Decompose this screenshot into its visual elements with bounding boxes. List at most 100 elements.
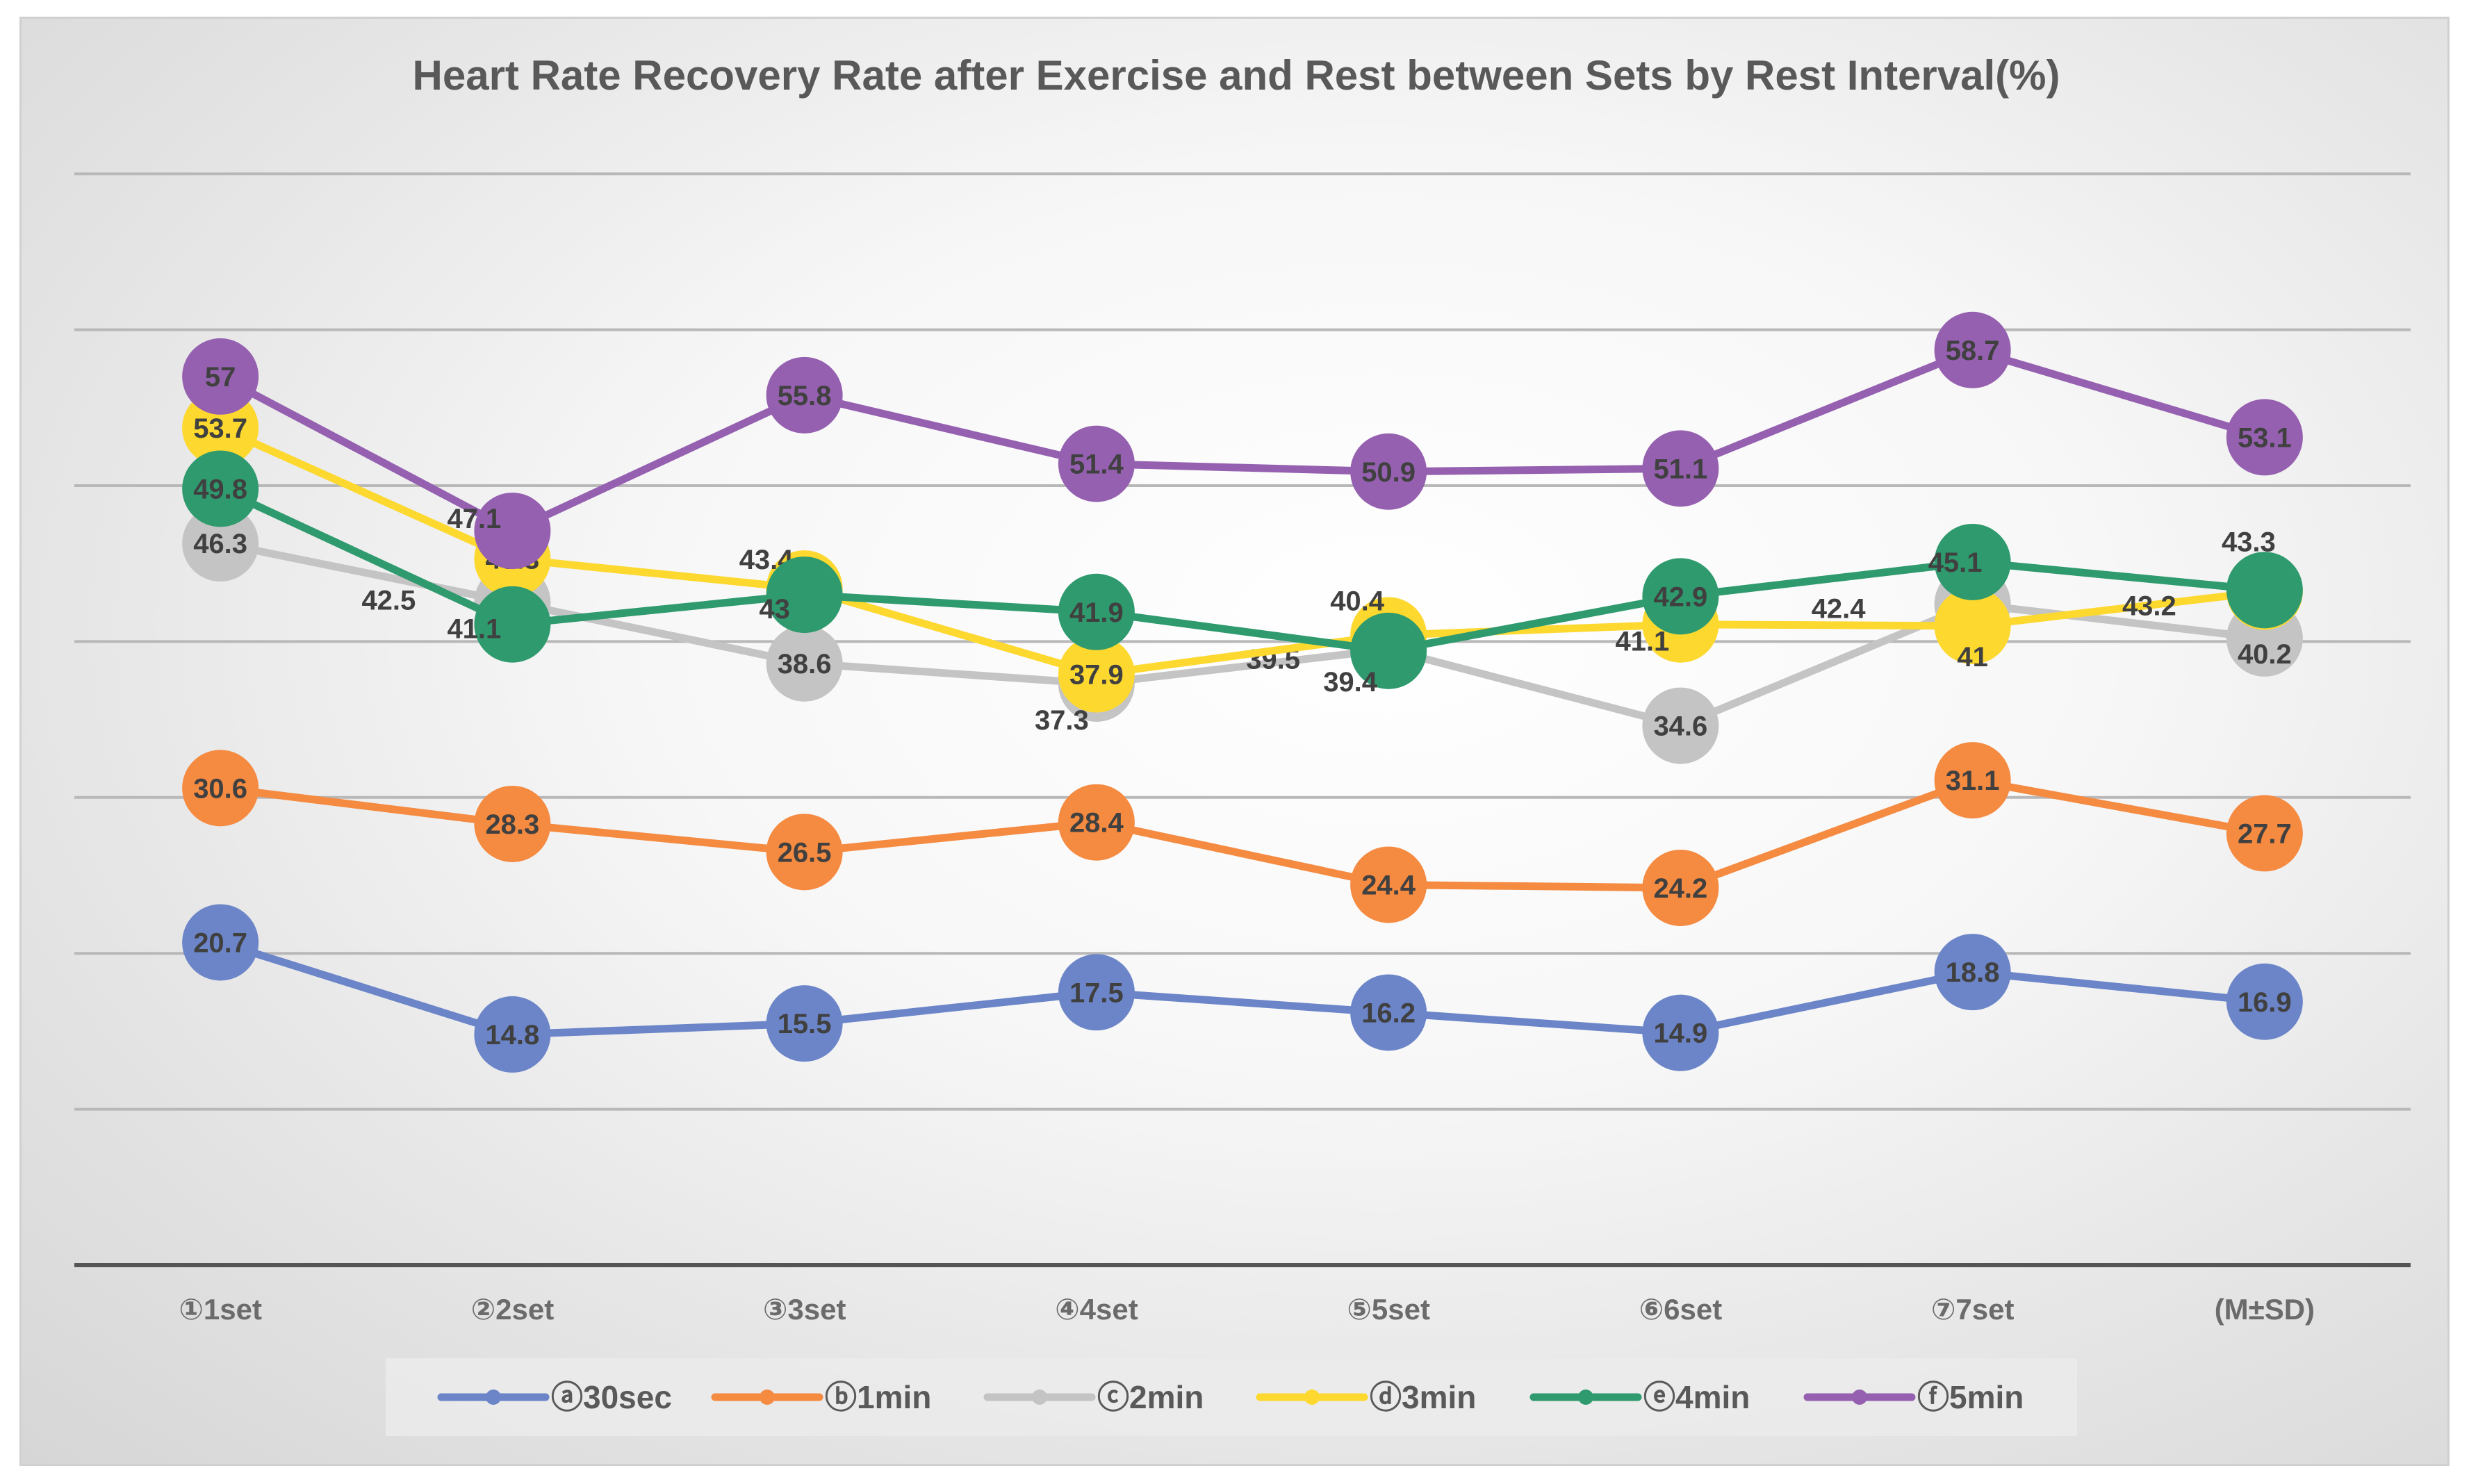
legend-marker-30sec bbox=[486, 1390, 501, 1405]
data-label-30sec: 20.7 bbox=[193, 928, 247, 958]
data-point-4min[interactable] bbox=[1058, 573, 1135, 650]
data-point-3min[interactable] bbox=[1058, 636, 1135, 713]
data-label-5min: 51.1 bbox=[1653, 454, 1707, 484]
data-point-30sec[interactable] bbox=[766, 985, 843, 1062]
data-label-30sec: 17.5 bbox=[1069, 978, 1124, 1008]
data-point-30sec[interactable] bbox=[2226, 963, 2303, 1040]
data-point-1min[interactable] bbox=[1934, 742, 2011, 819]
legend-marker-4min bbox=[1578, 1390, 1593, 1405]
data-point-30sec[interactable] bbox=[182, 904, 259, 981]
data-label-30sec: 18.8 bbox=[1946, 957, 2000, 988]
data-label-5min: 57 bbox=[205, 362, 236, 393]
series-line-30sec bbox=[216, 938, 2269, 1039]
data-label-3min: 37.9 bbox=[1069, 660, 1124, 691]
data-point-30sec[interactable] bbox=[1058, 954, 1135, 1031]
data-point-5min[interactable] bbox=[182, 338, 259, 415]
data-label-4min: 39.4 bbox=[1323, 667, 1378, 698]
data-label-2min: 46.3 bbox=[193, 529, 247, 559]
data-point-5min[interactable] bbox=[766, 356, 843, 434]
legend: ⓐ30sec ⓑ1min ⓒ2min ⓓ3min ⓔ4min ⓕ5min bbox=[386, 1358, 2077, 1436]
data-label-5min: 55.8 bbox=[778, 381, 832, 411]
legend-entry-5min[interactable]: ⓕ5min bbox=[1803, 1379, 2024, 1415]
series-group: 20.7 14.8 15.5 17.5 16.2 14.9 18.8 16.9 30.6 28.3… bbox=[182, 311, 2303, 1073]
data-label-5min: 58.7 bbox=[1946, 336, 2000, 366]
data-point-3min[interactable] bbox=[1934, 587, 2011, 664]
data-point-5min[interactable] bbox=[1350, 433, 1427, 510]
data-point-2min[interactable] bbox=[1642, 687, 1719, 764]
series-line-5min bbox=[216, 346, 2269, 535]
legend-entry-1min[interactable]: ⓑ1min bbox=[711, 1379, 931, 1415]
data-label-3min: 40.4 bbox=[1330, 586, 1385, 616]
data-point-5min[interactable] bbox=[1934, 311, 2011, 388]
x-tick-label: ⑤5set bbox=[1347, 1293, 1430, 1326]
data-label-3min: 41.1 bbox=[1615, 627, 1669, 657]
data-point-5min[interactable] bbox=[1058, 425, 1135, 502]
data-label-1min: 24.2 bbox=[1653, 873, 1707, 904]
x-tick-label: ①1set bbox=[179, 1293, 262, 1326]
data-point-5min[interactable] bbox=[1642, 430, 1719, 507]
data-label-2min: 42.4 bbox=[1812, 594, 1867, 625]
gridlines bbox=[74, 172, 2411, 1267]
data-point-1min[interactable] bbox=[474, 785, 551, 862]
series-line-4min bbox=[216, 484, 2269, 655]
data-point-4min[interactable] bbox=[182, 450, 259, 527]
data-label-5min: 51.4 bbox=[1069, 450, 1124, 480]
legend-label-2min: ⓒ2min bbox=[1097, 1379, 1204, 1415]
data-point-30sec[interactable] bbox=[1642, 994, 1719, 1071]
data-label-30sec: 16.2 bbox=[1361, 998, 1416, 1028]
chart-frame: Heart Rate Recovery Rate after Exercise … bbox=[19, 17, 2450, 1466]
data-label-2min: 37.3 bbox=[1035, 705, 1089, 736]
data-point-1min[interactable] bbox=[2226, 795, 2303, 872]
legend-marker-3min bbox=[1304, 1390, 1320, 1405]
series-4min: 49.8 41.1 43 41.9 39.4 42.9 45.1 43.3 bbox=[182, 450, 2303, 698]
data-label-1min: 28.3 bbox=[485, 809, 539, 840]
data-label-2min: 34.6 bbox=[1653, 711, 1707, 742]
legend-entry-2min[interactable]: ⓒ2min bbox=[983, 1379, 1204, 1415]
data-label-3min: 41 bbox=[1957, 642, 1988, 673]
x-tick-label: ②2set bbox=[471, 1293, 555, 1326]
data-point-1min[interactable] bbox=[1642, 849, 1719, 926]
data-point-30sec[interactable] bbox=[1350, 974, 1427, 1051]
legend-label-1min: ⓑ1min bbox=[825, 1379, 931, 1415]
data-point-4min[interactable] bbox=[1350, 612, 1427, 689]
data-label-1min: 28.4 bbox=[1069, 808, 1124, 839]
data-label-4min: 49.8 bbox=[193, 474, 247, 504]
data-point-2min[interactable] bbox=[766, 625, 843, 702]
series-line-1min bbox=[216, 776, 2269, 892]
data-point-1min[interactable] bbox=[1058, 784, 1135, 861]
data-point-4min[interactable] bbox=[1642, 558, 1719, 635]
data-point-5min[interactable] bbox=[2226, 399, 2303, 476]
data-point-1min[interactable] bbox=[766, 814, 843, 891]
x-tick-label: (M±SD) bbox=[2215, 1293, 2315, 1326]
data-label-3min: 43.2 bbox=[2122, 591, 2176, 622]
legend-marker-2min bbox=[1032, 1390, 1047, 1405]
data-label-2min: 38.6 bbox=[778, 649, 832, 679]
legend-entry-30sec[interactable]: ⓐ30sec bbox=[437, 1379, 672, 1415]
data-label-1min: 26.5 bbox=[778, 837, 832, 868]
data-label-4min: 41.1 bbox=[447, 614, 501, 645]
data-label-2min: 42.5 bbox=[361, 585, 416, 616]
x-tick-label: ④4set bbox=[1055, 1293, 1138, 1326]
data-point-30sec[interactable] bbox=[474, 996, 551, 1073]
legend-entry-3min[interactable]: ⓓ3min bbox=[1256, 1379, 1476, 1415]
data-point-1min[interactable] bbox=[1350, 846, 1427, 923]
data-label-4min: 45.1 bbox=[1928, 547, 1983, 578]
data-point-2min[interactable] bbox=[182, 505, 259, 582]
data-point-5min[interactable] bbox=[474, 493, 551, 570]
data-label-5min: 47.1 bbox=[447, 504, 501, 534]
data-point-4min[interactable] bbox=[766, 556, 843, 634]
data-point-1min[interactable] bbox=[182, 750, 259, 827]
data-label-2min: 40.2 bbox=[2238, 639, 2292, 670]
data-point-4min[interactable] bbox=[2226, 552, 2303, 629]
data-label-4min: 43 bbox=[759, 594, 790, 625]
data-point-30sec[interactable] bbox=[1934, 934, 2011, 1011]
data-label-30sec: 15.5 bbox=[778, 1009, 832, 1039]
data-point-4min[interactable] bbox=[474, 586, 551, 663]
legend-entry-4min[interactable]: ⓔ4min bbox=[1529, 1379, 1750, 1415]
legend-background bbox=[386, 1358, 2077, 1436]
legend-label-3min: ⓓ3min bbox=[1370, 1379, 1476, 1415]
legend-label-4min: ⓔ4min bbox=[1643, 1379, 1750, 1415]
data-point-4min[interactable] bbox=[1934, 523, 2011, 600]
data-label-1min: 27.7 bbox=[2238, 818, 2292, 849]
legend-marker-5min bbox=[1852, 1390, 1867, 1405]
